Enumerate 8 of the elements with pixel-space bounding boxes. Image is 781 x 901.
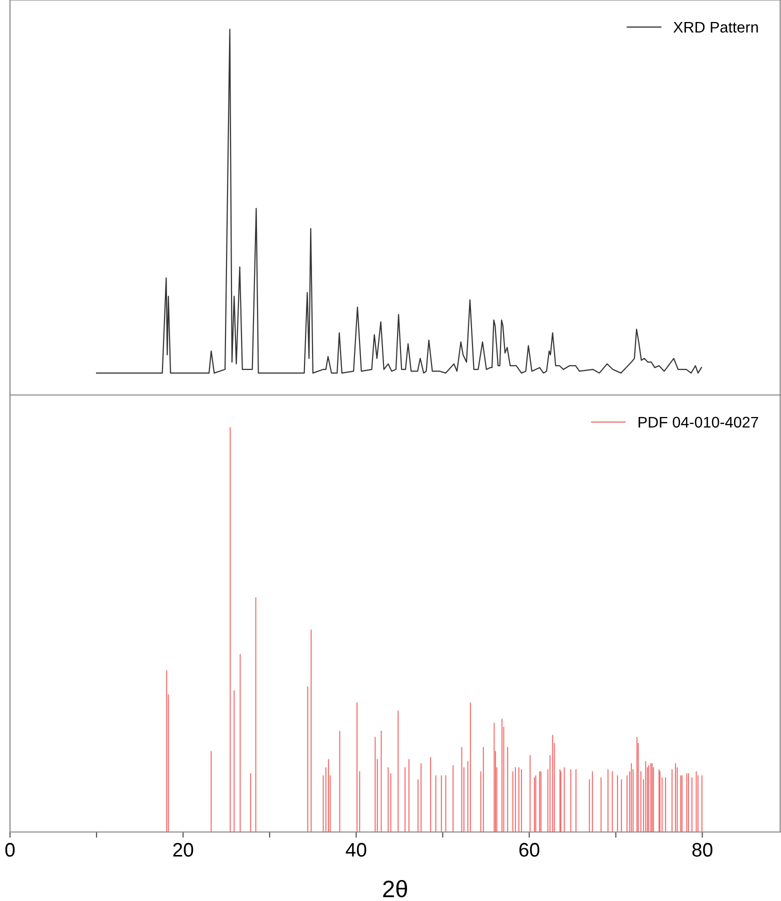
x-tick-label: 20 [173,842,194,857]
x-tick-label: 0 [5,842,15,857]
x-tick-label: 60 [519,842,540,857]
legend-label: PDF 04-010-4027 [638,416,758,428]
x-tick-label: 80 [692,842,712,857]
x-axis-title: 2θ [383,880,408,898]
legend-label: XRD Pattern [673,22,758,33]
x-tick-label: 40 [346,842,366,857]
